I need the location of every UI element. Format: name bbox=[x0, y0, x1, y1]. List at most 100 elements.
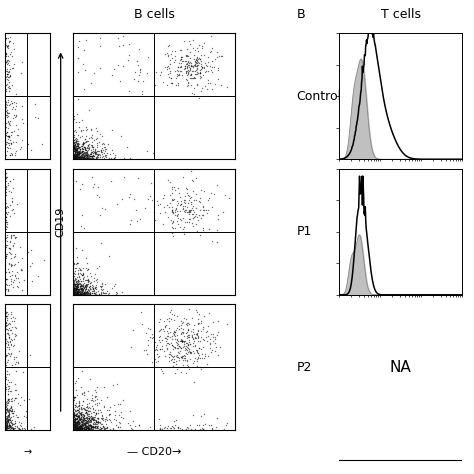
Point bbox=[74, 422, 82, 430]
Point bbox=[1, 313, 9, 321]
Point bbox=[14, 283, 22, 291]
Point bbox=[74, 419, 82, 427]
Point bbox=[200, 63, 208, 71]
Point bbox=[70, 131, 78, 138]
Point bbox=[82, 280, 90, 287]
Point bbox=[81, 286, 89, 293]
Point bbox=[160, 425, 168, 432]
Point bbox=[1, 417, 9, 424]
Point bbox=[70, 147, 78, 155]
Point bbox=[174, 184, 182, 192]
Point bbox=[130, 75, 138, 82]
Point bbox=[179, 205, 187, 212]
Point bbox=[116, 419, 123, 426]
Point bbox=[74, 276, 82, 283]
Point bbox=[79, 145, 87, 153]
Point bbox=[92, 409, 100, 417]
Point bbox=[8, 423, 16, 430]
Point bbox=[103, 424, 110, 432]
Point bbox=[2, 425, 10, 432]
Point bbox=[158, 426, 166, 433]
Point bbox=[81, 154, 89, 162]
Point bbox=[2, 50, 9, 57]
Text: CD19: CD19 bbox=[55, 207, 66, 237]
Point bbox=[71, 421, 79, 428]
Point bbox=[8, 151, 15, 159]
Point bbox=[194, 47, 202, 55]
Point bbox=[103, 423, 110, 431]
Point bbox=[73, 155, 81, 162]
Point bbox=[181, 344, 189, 352]
Point bbox=[83, 426, 91, 434]
Point bbox=[12, 147, 20, 155]
Point bbox=[93, 275, 101, 283]
Point bbox=[73, 424, 81, 431]
Point bbox=[158, 426, 166, 433]
Point bbox=[13, 90, 20, 97]
Point bbox=[78, 272, 85, 279]
Point bbox=[73, 283, 81, 291]
Point bbox=[3, 147, 11, 155]
Point bbox=[93, 414, 100, 421]
Point bbox=[161, 352, 169, 360]
Point bbox=[76, 423, 84, 431]
Point bbox=[77, 266, 85, 274]
Point bbox=[7, 397, 15, 405]
Point bbox=[199, 426, 206, 434]
Point bbox=[213, 182, 221, 189]
Point bbox=[4, 338, 11, 346]
Point bbox=[77, 413, 84, 420]
Point bbox=[71, 141, 79, 148]
Point bbox=[92, 283, 100, 291]
Point bbox=[115, 43, 122, 50]
Point bbox=[163, 346, 170, 353]
Point bbox=[79, 423, 86, 430]
Point bbox=[92, 424, 100, 432]
Point bbox=[1, 423, 9, 431]
Point bbox=[166, 56, 173, 64]
Point bbox=[85, 425, 93, 432]
Point bbox=[183, 59, 191, 66]
Point bbox=[82, 291, 90, 298]
Point bbox=[82, 423, 90, 430]
Point bbox=[83, 287, 91, 294]
Point bbox=[2, 191, 9, 199]
Point bbox=[82, 155, 90, 163]
Point bbox=[208, 68, 216, 76]
Point bbox=[77, 290, 85, 298]
Point bbox=[184, 341, 192, 348]
Point bbox=[77, 284, 85, 292]
Point bbox=[174, 220, 182, 228]
Point bbox=[200, 226, 207, 233]
Point bbox=[185, 207, 193, 214]
Point bbox=[1, 231, 9, 239]
Point bbox=[5, 424, 12, 432]
Point bbox=[175, 325, 183, 332]
Point bbox=[71, 421, 79, 428]
Point bbox=[183, 67, 191, 74]
Point bbox=[75, 148, 82, 156]
Point bbox=[192, 190, 200, 197]
Point bbox=[74, 55, 82, 62]
Point bbox=[178, 368, 185, 376]
Point bbox=[2, 129, 10, 137]
Point bbox=[2, 322, 10, 330]
Point bbox=[6, 187, 13, 195]
Point bbox=[5, 425, 12, 432]
Point bbox=[77, 290, 84, 298]
Point bbox=[73, 254, 80, 261]
Point bbox=[70, 287, 78, 294]
Point bbox=[189, 347, 197, 355]
Point bbox=[201, 350, 209, 358]
Point bbox=[75, 425, 82, 432]
Point bbox=[75, 426, 83, 434]
Point bbox=[2, 321, 9, 329]
Point bbox=[178, 337, 186, 345]
Point bbox=[194, 319, 201, 326]
Point bbox=[73, 424, 80, 431]
Point bbox=[4, 314, 11, 321]
Point bbox=[187, 40, 194, 48]
Point bbox=[3, 374, 10, 381]
Point bbox=[75, 155, 83, 163]
Text: P2: P2 bbox=[296, 361, 311, 374]
